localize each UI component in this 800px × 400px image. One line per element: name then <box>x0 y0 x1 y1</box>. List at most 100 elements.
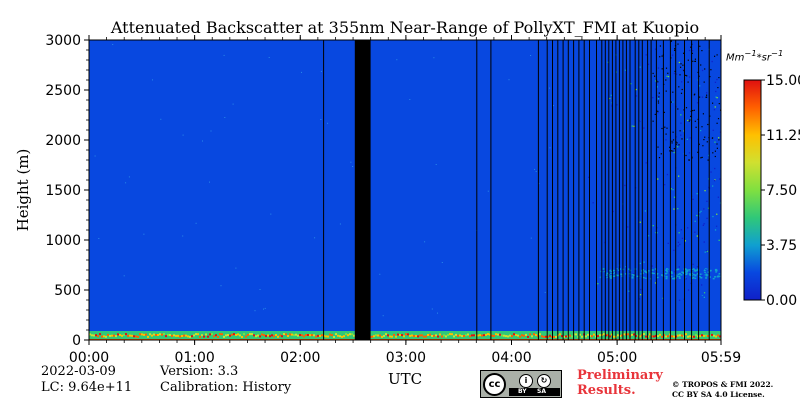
noise-point <box>695 173 698 175</box>
aerosol-point <box>700 277 703 279</box>
colorbar <box>743 79 762 301</box>
colorbar-tick-label: 15.00 <box>766 73 800 89</box>
noise-point <box>655 80 657 82</box>
sparse-no-data <box>704 136 706 138</box>
aerosol-point <box>651 269 654 271</box>
surface-peak <box>453 335 455 338</box>
noise-point <box>592 202 594 204</box>
surface-peak <box>405 333 407 336</box>
surface-peak <box>271 334 273 337</box>
noise-point <box>661 269 663 271</box>
surface-peak <box>587 333 589 336</box>
surface-peak <box>485 333 487 336</box>
x-tick-label: 05:59 <box>701 350 741 366</box>
sparse-no-data <box>680 66 682 68</box>
info-date: 2022-03-09 <box>41 364 116 379</box>
thin-data-gap <box>618 40 620 340</box>
noise-point <box>696 193 698 195</box>
sparse-no-data <box>698 75 700 77</box>
surface-peak <box>269 335 271 338</box>
sparse-no-data <box>681 88 683 91</box>
thin-data-gap <box>323 40 325 340</box>
surface-peak <box>343 335 345 338</box>
noise-point <box>327 122 329 124</box>
aerosol-point <box>612 271 614 274</box>
sparse-no-data <box>665 79 667 81</box>
thin-data-gap <box>608 40 610 340</box>
surface-peak <box>695 334 697 337</box>
surface-peak <box>445 335 447 338</box>
aerosol-point <box>670 271 673 273</box>
noise-point <box>704 222 706 224</box>
noise-point <box>706 83 708 85</box>
sparse-no-data <box>656 79 658 81</box>
noise-point <box>702 73 705 75</box>
noise-point <box>692 263 694 265</box>
sparse-no-data <box>701 50 703 52</box>
preliminary-notice: Preliminary Results. <box>577 368 663 398</box>
noise-point <box>710 171 712 173</box>
noise-point <box>610 195 612 197</box>
noise-point <box>712 215 714 218</box>
thin-data-gap <box>583 40 585 340</box>
aerosol-point <box>666 270 669 272</box>
noise-point <box>682 85 684 87</box>
noise-point <box>706 174 709 176</box>
sparse-no-data <box>657 102 660 104</box>
noise-point <box>530 237 532 239</box>
noise-point <box>667 66 669 68</box>
surface-peak <box>213 335 215 338</box>
noise-point <box>220 285 222 287</box>
noise-point <box>712 107 715 109</box>
aerosol-point <box>619 268 621 270</box>
surface-peak <box>501 334 503 337</box>
noise-point <box>674 291 676 294</box>
noise-point <box>695 67 697 69</box>
surface-peak <box>181 335 183 337</box>
noise-point <box>637 217 639 219</box>
surface-peak <box>171 334 173 337</box>
noise-point <box>715 279 717 281</box>
aerosol-point <box>715 269 718 271</box>
noise-point <box>666 178 668 180</box>
surface-peak <box>563 335 565 338</box>
colorbar-tick-label: 3.75 <box>766 238 797 254</box>
noise-point <box>640 226 642 228</box>
surface-peak <box>283 333 285 335</box>
sparse-no-data <box>706 141 708 143</box>
noise-point <box>706 192 708 194</box>
noise-point <box>661 76 663 79</box>
sparse-no-data <box>716 147 718 149</box>
noise-point <box>379 273 381 275</box>
y-axis-label: Height (m) <box>14 149 32 232</box>
surface-peak <box>125 333 127 336</box>
surface-peak <box>371 335 373 338</box>
sparse-no-data <box>670 57 672 59</box>
aerosol-point <box>684 272 687 274</box>
surface-peak <box>297 334 299 337</box>
chart-title: Attenuated Backscatter at 355nm Near-Ran… <box>110 18 699 37</box>
noise-point <box>699 176 702 178</box>
noise-point <box>654 149 656 151</box>
aerosol-point <box>693 269 696 271</box>
surface-peak <box>219 333 221 336</box>
noise-point <box>668 257 671 259</box>
noise-point <box>597 283 599 285</box>
sparse-no-data <box>670 101 672 103</box>
sparse-no-data <box>691 52 693 54</box>
noise-point <box>684 240 686 242</box>
noise-point <box>714 81 717 83</box>
surface-peak <box>333 336 335 338</box>
sparse-no-data <box>692 60 694 62</box>
sparse-no-data <box>672 131 674 133</box>
aerosol-point <box>711 271 714 274</box>
surface-peak <box>331 334 333 337</box>
noise-point <box>706 200 708 202</box>
surface-peak <box>661 335 663 338</box>
surface-peak <box>709 334 711 337</box>
surface-peak <box>205 333 207 336</box>
noise-point <box>681 237 684 239</box>
noise-point <box>642 136 644 139</box>
thin-data-gap <box>476 40 478 340</box>
noise-point <box>552 105 554 107</box>
